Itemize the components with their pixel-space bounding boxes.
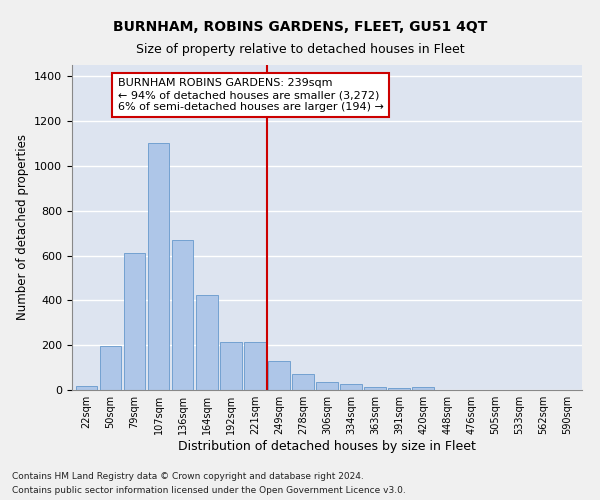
Bar xyxy=(172,240,193,390)
Bar xyxy=(220,342,242,390)
Bar xyxy=(388,388,410,390)
Bar xyxy=(76,386,97,390)
Text: Size of property relative to detached houses in Fleet: Size of property relative to detached ho… xyxy=(136,42,464,56)
Bar xyxy=(196,294,218,390)
Bar xyxy=(148,144,169,390)
Bar xyxy=(316,382,338,390)
Bar xyxy=(124,254,145,390)
Text: BURNHAM ROBINS GARDENS: 239sqm
← 94% of detached houses are smaller (3,272)
6% o: BURNHAM ROBINS GARDENS: 239sqm ← 94% of … xyxy=(118,78,383,112)
Y-axis label: Number of detached properties: Number of detached properties xyxy=(16,134,29,320)
Bar xyxy=(364,388,386,390)
Text: Contains public sector information licensed under the Open Government Licence v3: Contains public sector information licen… xyxy=(12,486,406,495)
Bar xyxy=(412,387,434,390)
Bar xyxy=(268,361,290,390)
Text: BURNHAM, ROBINS GARDENS, FLEET, GU51 4QT: BURNHAM, ROBINS GARDENS, FLEET, GU51 4QT xyxy=(113,20,487,34)
Bar xyxy=(100,346,121,390)
Text: Contains HM Land Registry data © Crown copyright and database right 2024.: Contains HM Land Registry data © Crown c… xyxy=(12,472,364,481)
Bar xyxy=(244,342,266,390)
Bar xyxy=(292,374,314,390)
Bar xyxy=(340,384,362,390)
X-axis label: Distribution of detached houses by size in Fleet: Distribution of detached houses by size … xyxy=(178,440,476,453)
